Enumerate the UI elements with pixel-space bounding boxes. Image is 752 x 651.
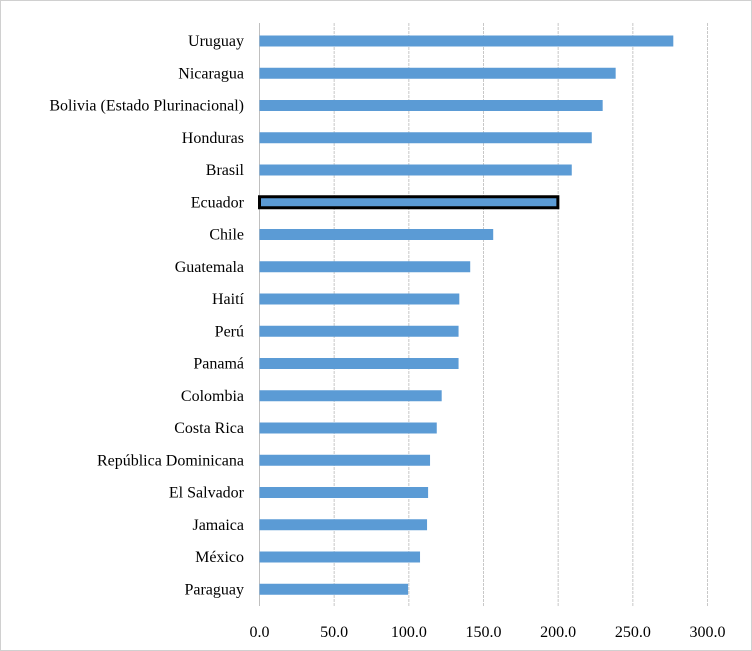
- category-label: Panamá: [193, 356, 244, 373]
- x-tick-label: 50.0: [320, 624, 348, 641]
- bar: [259, 487, 429, 498]
- category-label: Nicaragua: [178, 65, 244, 82]
- bar: [259, 229, 494, 240]
- bar: [259, 132, 592, 144]
- category-label: Chile: [209, 227, 244, 244]
- bar: [259, 390, 442, 402]
- bar-highlighted: [258, 195, 560, 210]
- bar: [259, 67, 616, 79]
- category-label: Haití: [212, 291, 245, 308]
- category-label: Uruguay: [188, 33, 244, 50]
- category-label: Paraguay: [184, 581, 244, 598]
- bar: [259, 422, 437, 434]
- bar: [259, 551, 421, 563]
- x-tick-label: 0.0: [250, 624, 270, 641]
- bar: [259, 454, 431, 466]
- category-label: Bolivia (Estado Plurinacional): [49, 98, 244, 115]
- bar: [259, 519, 428, 531]
- bar: [259, 358, 459, 369]
- category-label: Jamaica: [192, 517, 244, 534]
- category-label: Brasil: [206, 162, 245, 179]
- category-label: Guatemala: [175, 259, 244, 276]
- category-label: Costa Rica: [174, 420, 244, 437]
- bar: [259, 583, 409, 595]
- category-label: Honduras: [182, 130, 244, 147]
- bar: [259, 164, 572, 176]
- category-label: El Salvador: [169, 485, 245, 502]
- bar: [259, 261, 471, 273]
- category-label: Perú: [215, 323, 244, 340]
- bar: [259, 35, 674, 47]
- x-tick-label: 100.0: [391, 624, 427, 641]
- category-label: Ecuador: [191, 194, 245, 211]
- x-tick-label: 300.0: [690, 624, 726, 641]
- x-tick-label: 250.0: [615, 624, 651, 641]
- bar: [259, 100, 603, 111]
- x-tick-label: 200.0: [540, 624, 576, 641]
- x-tick-label: 150.0: [466, 624, 502, 641]
- category-label: República Dominicana: [97, 452, 244, 469]
- category-label: Colombia: [181, 388, 244, 405]
- category-label: México: [195, 549, 244, 566]
- bar: [259, 293, 460, 305]
- bar: [259, 325, 459, 337]
